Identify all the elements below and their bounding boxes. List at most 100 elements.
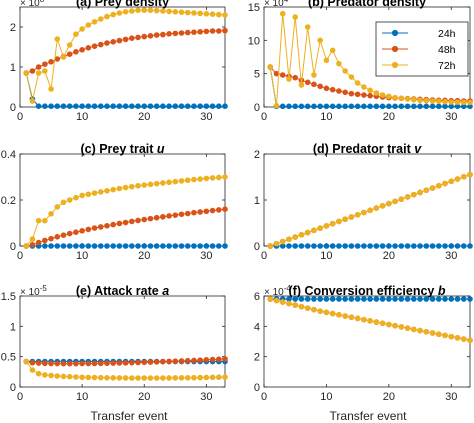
- panel-a-ytick-label: 2: [10, 22, 16, 34]
- panel-a-series-72h-point: [184, 9, 191, 16]
- panel-d-series-72h-point: [429, 185, 436, 191]
- panel-e-series-48h-point: [153, 359, 160, 365]
- panel-e-series-48h-point: [104, 360, 110, 367]
- panel-c-series-72h-point: [85, 191, 92, 198]
- panel-c-series-48h-point: [54, 234, 61, 240]
- panel-a-series-24h-point: [141, 103, 148, 109]
- panel-d-series-72h-point: [311, 227, 317, 234]
- panel-e-series-48h-point: [197, 357, 203, 363]
- panel-d-series-72h-point: [342, 216, 348, 223]
- panel-c-series-48h-point: [160, 213, 166, 220]
- panel-c-series-48h-point: [48, 235, 54, 242]
- panel-c-series-24h-point: [73, 243, 79, 249]
- panel-f-series-24h-point: [460, 296, 467, 302]
- panel-d-series-72h-point: [386, 200, 392, 207]
- panel-f-series-24h-point: [336, 296, 342, 302]
- panel-e-series-72h-point: [35, 370, 42, 377]
- panel-e-title: (e) Attack rate a: [76, 284, 169, 298]
- panel-f-series-72h-point: [367, 318, 373, 324]
- panel-e-series-48h-point: [191, 357, 197, 364]
- panel-e-ytick-label: 1.5: [1, 291, 16, 303]
- panel-a-series-72h-point: [172, 9, 179, 15]
- panel-f-series-72h-point: [279, 299, 286, 305]
- panel-a-series-72h-point: [110, 11, 116, 18]
- panel-f-series-24h-point: [298, 296, 305, 302]
- panel-e-series-72h-point: [129, 375, 135, 381]
- panel-c-series-48h-point: [97, 224, 104, 230]
- panel-d-series-72h-point: [292, 234, 299, 240]
- panel-a-series-72h-point: [203, 11, 210, 17]
- panel-f-series-24h-point: [442, 296, 448, 302]
- panel-e-series-72h-point: [110, 375, 116, 381]
- panel-f-series-72h-point: [454, 335, 461, 341]
- panel-a-series-48h-point: [104, 40, 110, 46]
- panel-f-series-72h-point: [298, 303, 305, 310]
- panel-e-series-48h-point: [60, 360, 67, 367]
- panel-e-series-48h-point: [54, 360, 61, 367]
- panel-b-xtick-label: 20: [383, 111, 395, 123]
- panel-f-series-24h-point: [348, 296, 355, 302]
- panel-c: 0 10 20 30 0 0.2 0.4 (c) Prey trait u: [1, 142, 228, 262]
- panel-b-series-72h-point: [398, 95, 405, 102]
- panel-d-series-24h-point: [454, 243, 461, 249]
- panel-e-series-48h-point: [97, 360, 104, 367]
- panel-a-xtick-label: 20: [138, 111, 150, 123]
- panel-b-series-72h-point: [379, 92, 386, 98]
- panel-b-series-72h-point: [429, 98, 436, 104]
- panel-a-series-24h-point: [116, 103, 123, 109]
- panel-f-series-72h-point: [292, 302, 299, 308]
- panel-f-series-72h-point: [348, 314, 355, 321]
- panel-a-series-72h-point: [222, 12, 228, 18]
- panel-e-series-72h-point: [122, 375, 129, 381]
- panel-a-series-24h-point: [42, 103, 48, 109]
- panel-c-series-48h-point: [29, 242, 36, 248]
- panel-a-series-24h-point: [85, 103, 92, 109]
- panel-e-series-48h-point: [141, 359, 148, 366]
- panel-f-series-72h-point: [417, 327, 423, 334]
- panel-e-series-72h-point: [54, 373, 61, 379]
- panel-e-series-72h-point: [48, 372, 54, 379]
- panel-b-series-48h-point: [323, 85, 330, 92]
- panel-b-series-48h-point: [279, 72, 286, 78]
- panel-f-series-72h-point: [342, 313, 348, 319]
- panel-b-ytick-label: 10: [248, 35, 260, 47]
- panel-e-series-72h-point: [66, 373, 73, 380]
- panel-e-series-72h-point: [42, 372, 48, 378]
- panel-b-series-48h-point: [329, 86, 336, 93]
- panel-c-series-72h-point: [73, 194, 79, 201]
- panel-a-series-24h-point: [153, 103, 160, 109]
- x-axis-label-right: Transfer event: [330, 409, 408, 423]
- panel-c-ytick-label: 0.2: [1, 195, 16, 207]
- panel-f-ytick-label: 0: [254, 382, 260, 394]
- panel-f-series-72h-point: [398, 324, 405, 330]
- panel-b-xtick-label: 10: [320, 111, 332, 123]
- panel-e-series-72h-point: [166, 375, 172, 381]
- panel-e-series-72h-point: [85, 374, 92, 381]
- panel-e-xtick-label: 20: [138, 391, 150, 403]
- panel-f-series-72h-point: [317, 308, 323, 314]
- panel-c-series-72h-point: [166, 179, 172, 186]
- panel-a-series-48h-point: [66, 51, 73, 57]
- panel-a-series-24h-point: [172, 103, 179, 109]
- panel-a-series-72h-point: [85, 22, 92, 28]
- panel-c-series-24h-point: [153, 243, 160, 249]
- panel-a-series-24h-point: [197, 103, 203, 109]
- panel-c-series-72h-point: [104, 188, 110, 194]
- panel-d-ytick-label: 1: [254, 195, 260, 207]
- panel-d-series-72h-point: [379, 203, 386, 209]
- panel-b-series-72h-point: [454, 99, 461, 105]
- panel-c-series-24h-point: [60, 243, 67, 249]
- panel-e-series-48h-point: [116, 360, 123, 366]
- panel-a-series-24h-point: [203, 103, 210, 109]
- legend-label-24h: 24h: [438, 28, 456, 40]
- panel-a-series-48h-point: [166, 31, 172, 37]
- panel-b-series-72h-point: [361, 84, 367, 90]
- panel-a-series-48h-point: [122, 36, 129, 43]
- panel-f-series-72h-point: [423, 328, 430, 335]
- panel-d-series-24h-point: [304, 243, 311, 249]
- panel-d-series-72h-point: [267, 243, 274, 249]
- panel-a-series-48h-point: [215, 28, 222, 34]
- panel-f-series-24h-point: [454, 296, 461, 302]
- panel-a-series-48h-point: [141, 33, 148, 40]
